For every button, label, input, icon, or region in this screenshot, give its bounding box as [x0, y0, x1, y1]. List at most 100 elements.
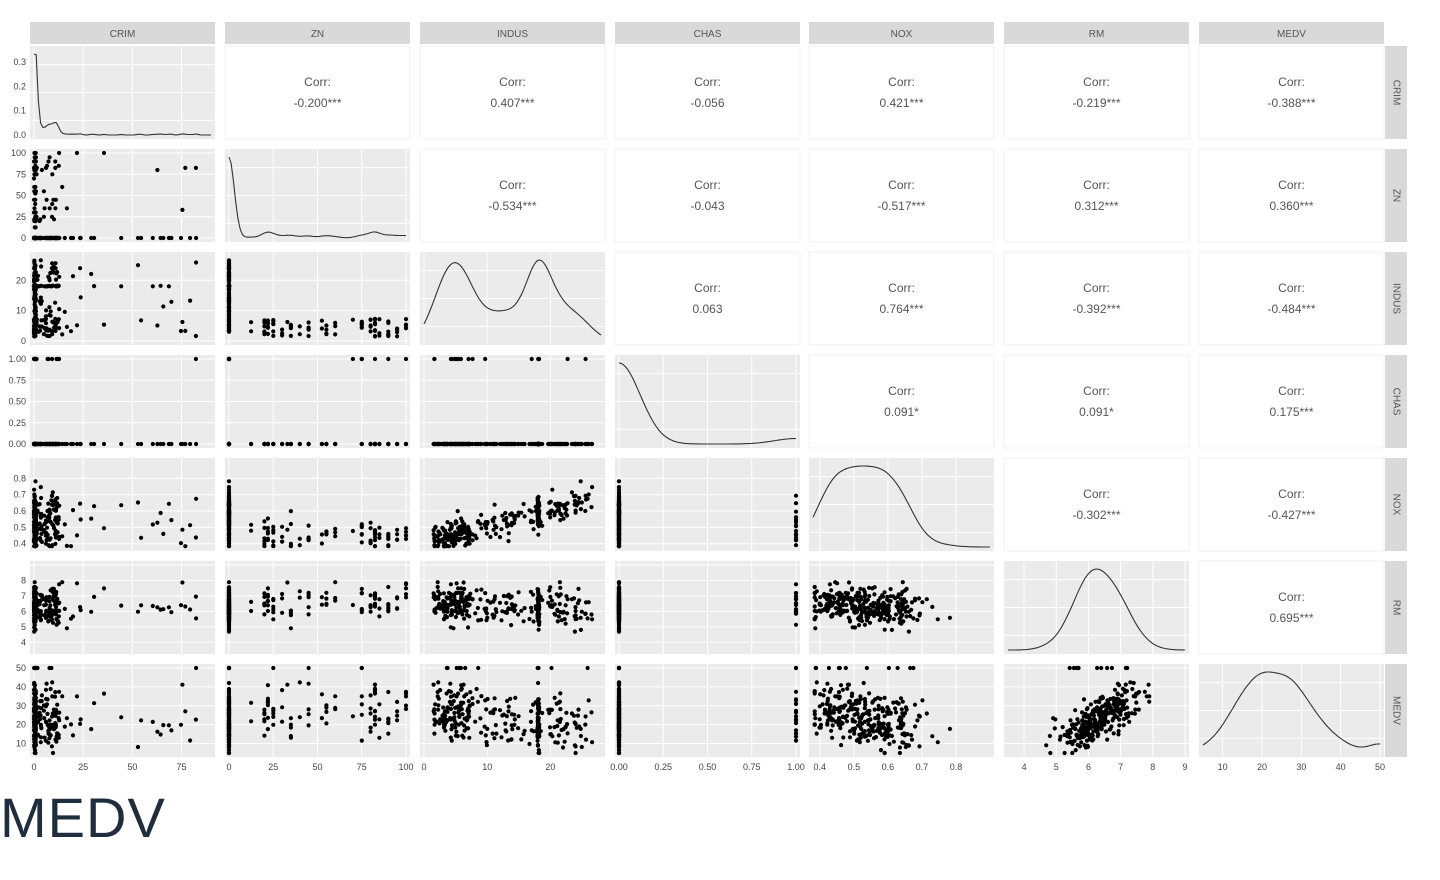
- scatter-point: [226, 326, 232, 332]
- scatter-point: [42, 716, 47, 721]
- scatter-point: [74, 150, 80, 156]
- scatter-point: [32, 497, 37, 502]
- scatter-point: [460, 519, 465, 524]
- corr-label-indus-chas: Corr:: [694, 281, 721, 295]
- scatter-point: [903, 599, 909, 604]
- scatter-point: [70, 508, 76, 513]
- scatter-point: [377, 317, 382, 322]
- scatter-point: [280, 596, 285, 601]
- scatter-point: [833, 606, 838, 611]
- scatter-point: [837, 602, 842, 607]
- scatter-point: [616, 514, 622, 519]
- scatter-point: [550, 487, 555, 492]
- scatter-point: [92, 441, 97, 447]
- scatter-point: [70, 614, 76, 619]
- scatter-point: [510, 512, 515, 517]
- scatter-point: [226, 590, 232, 595]
- scatter-point: [45, 515, 50, 520]
- scatter-point: [226, 479, 232, 484]
- scatter-point: [449, 608, 454, 613]
- scatter-point: [448, 582, 453, 587]
- scatter-point: [46, 333, 51, 339]
- scatter-point: [53, 604, 59, 609]
- scatter-point: [820, 608, 825, 613]
- scatter-point: [33, 618, 38, 623]
- scatter-point: [516, 612, 521, 617]
- scatter-point: [50, 356, 55, 362]
- corr-label-rm-medv: Corr:: [1278, 590, 1305, 604]
- scatter-point: [512, 609, 517, 614]
- scatter-point: [38, 485, 43, 490]
- scatter-point: [386, 536, 391, 542]
- scatter-point: [193, 165, 198, 170]
- scatter-point: [265, 525, 270, 531]
- scatter-point: [262, 441, 267, 447]
- scatter-point: [319, 595, 324, 600]
- scatter-point: [78, 266, 83, 271]
- scatter-points-chas-indus: [431, 356, 595, 447]
- corr-panel-nox-medv: [1198, 457, 1385, 552]
- strip-label-right-crim: CRIM: [1390, 80, 1401, 106]
- scatter-point: [32, 317, 37, 322]
- scatter-point: [33, 201, 38, 207]
- scatter-point: [445, 520, 450, 525]
- scatter-point: [139, 318, 144, 323]
- scatter-point: [288, 509, 293, 514]
- scatter-point: [573, 608, 578, 614]
- scatter-point: [265, 324, 270, 329]
- scatter-point: [935, 617, 940, 622]
- scatter-point: [50, 522, 55, 527]
- scatter-point: [479, 526, 484, 531]
- scatter-point: [119, 284, 124, 289]
- scatter-point: [529, 605, 534, 610]
- scatter-point: [395, 595, 400, 600]
- scatter-point: [43, 321, 49, 326]
- scatter-point: [359, 532, 364, 537]
- scatter-point: [333, 324, 338, 329]
- scatter-point: [456, 601, 461, 606]
- scatter-point: [226, 441, 232, 447]
- scatter-point: [616, 502, 622, 507]
- scatter-point: [31, 210, 37, 215]
- strip-label-right-chas: CHAS: [1390, 388, 1401, 416]
- scatter-point: [226, 266, 232, 271]
- scatter-point: [583, 356, 588, 362]
- scatter-point: [166, 605, 171, 610]
- scatter-point: [155, 323, 160, 328]
- scatter-point: [226, 599, 232, 604]
- scatter-point: [845, 608, 850, 613]
- scatter-point: [161, 531, 166, 537]
- scatter-point: [445, 602, 450, 607]
- scatter-point: [33, 189, 39, 194]
- scatter-point: [155, 167, 160, 173]
- scatter-point: [478, 597, 483, 602]
- scatter-point: [386, 584, 391, 590]
- scatter-point: [271, 318, 276, 323]
- scatter-point: [33, 165, 38, 170]
- scatter-point: [536, 502, 542, 507]
- scatter-point: [403, 441, 409, 447]
- scatter-point: [319, 318, 324, 323]
- scatter-point: [53, 277, 59, 282]
- scatter-point: [178, 541, 184, 546]
- scatter-point: [813, 615, 818, 620]
- scatter-point: [521, 501, 526, 507]
- scatter-point: [527, 616, 532, 622]
- corr-value-crim-zn: -0.200***: [293, 96, 341, 110]
- scatter-point: [443, 608, 448, 613]
- scatter-point: [33, 218, 38, 224]
- scatter-point: [917, 613, 922, 618]
- scatter-point: [888, 587, 893, 592]
- scatter-point: [62, 606, 67, 612]
- scatter-point: [70, 274, 76, 279]
- scatter-point: [57, 503, 62, 508]
- corr-label-crim-medv: Corr:: [1278, 75, 1305, 89]
- scatter-point: [39, 167, 45, 173]
- scatter-point: [78, 517, 83, 522]
- corr-value-chas-nox: 0.091*: [884, 405, 919, 419]
- scatter-point: [178, 722, 184, 727]
- scatter-point: [793, 591, 799, 596]
- scatter-point: [74, 441, 80, 447]
- corr-panel-zn-medv: [1198, 148, 1385, 243]
- scatter-point: [44, 308, 49, 313]
